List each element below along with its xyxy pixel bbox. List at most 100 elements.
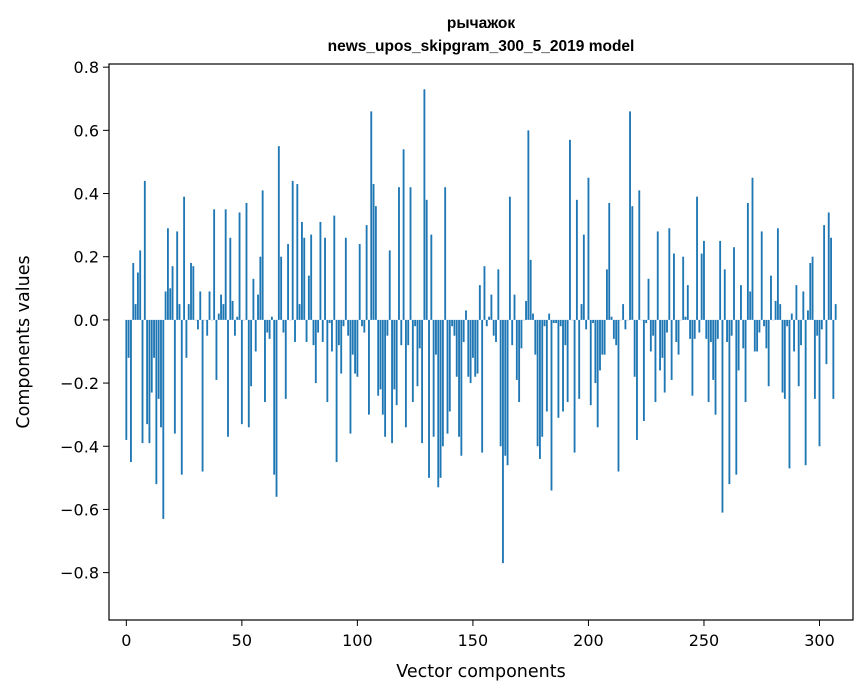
bar <box>354 319 356 374</box>
bar <box>585 319 588 330</box>
bar <box>222 304 225 320</box>
bar <box>291 180 294 320</box>
bar <box>624 319 627 330</box>
x-tick-label: 250 <box>689 631 720 650</box>
bar <box>767 319 770 387</box>
bar <box>247 319 250 428</box>
bar <box>400 319 403 346</box>
chart-subtitle: news_upos_skipgram_300_5_2019 model <box>328 38 635 55</box>
bar <box>167 228 169 320</box>
y-tick-label: 0.2 <box>74 248 99 267</box>
bar <box>804 319 807 466</box>
bar <box>481 319 484 453</box>
bar <box>485 319 488 327</box>
bar <box>495 319 497 342</box>
bar <box>543 319 546 327</box>
bar <box>492 319 495 336</box>
bar <box>726 319 728 342</box>
bar <box>257 294 259 320</box>
y-tick-label: 0.6 <box>74 121 99 140</box>
bar <box>825 319 828 365</box>
bar <box>252 278 255 320</box>
bar <box>331 319 333 352</box>
bar <box>818 319 821 447</box>
bar <box>409 187 412 320</box>
bar <box>462 319 465 342</box>
bar <box>573 319 576 453</box>
bar <box>684 316 687 320</box>
bar <box>793 319 796 352</box>
bar <box>284 319 287 399</box>
bar <box>642 319 645 421</box>
bar <box>270 316 273 320</box>
bar <box>266 319 269 333</box>
bar <box>234 319 236 336</box>
bar <box>545 319 548 412</box>
bar <box>423 89 426 320</box>
x-tick-label: 50 <box>232 631 252 650</box>
bar <box>143 180 146 320</box>
bar <box>781 319 784 393</box>
y-tick-label: −0.6 <box>60 500 99 519</box>
bar <box>675 319 678 342</box>
bar <box>714 319 717 415</box>
bar <box>139 250 142 320</box>
bar <box>310 234 313 320</box>
bar <box>832 319 835 399</box>
bar <box>693 319 696 339</box>
bar <box>696 196 698 320</box>
bar <box>686 285 689 320</box>
bar <box>361 319 363 327</box>
bar <box>564 319 567 346</box>
bar <box>478 285 481 320</box>
bar <box>534 319 537 355</box>
bar <box>483 266 486 320</box>
bar <box>589 319 592 406</box>
bar <box>208 291 211 320</box>
bar <box>474 319 477 377</box>
bar <box>428 319 430 478</box>
bar <box>312 319 315 346</box>
bar <box>187 304 190 320</box>
bar <box>303 237 306 320</box>
bar <box>536 319 539 447</box>
y-axis-label: Components values <box>14 255 34 428</box>
bar <box>700 253 703 320</box>
bar <box>594 319 597 384</box>
y-axis-ticks: −0.8 −0.6 −0.4 −0.2 0.0 0.2 0.4 0.6 0.8 <box>60 58 109 583</box>
bar <box>377 319 380 396</box>
y-tick-label: −0.8 <box>60 564 99 583</box>
bar <box>629 111 631 320</box>
bar <box>735 319 738 475</box>
bar <box>582 234 585 320</box>
plot-frame <box>108 63 854 621</box>
bar-series <box>125 89 837 564</box>
bar <box>795 285 798 320</box>
bar <box>716 319 719 339</box>
bar <box>372 184 375 320</box>
bar <box>730 319 733 336</box>
bar <box>460 319 463 456</box>
bar <box>356 319 359 377</box>
bar <box>391 319 393 444</box>
bar <box>201 319 204 472</box>
bar <box>504 319 507 456</box>
bar <box>471 319 474 358</box>
y-tick-label: −0.4 <box>60 437 99 456</box>
bar <box>435 319 437 355</box>
bar <box>802 291 805 320</box>
bar <box>448 319 451 412</box>
bar <box>441 319 444 447</box>
bar <box>370 111 373 320</box>
bar <box>705 319 708 339</box>
bar <box>337 319 340 346</box>
bar <box>518 319 521 403</box>
bar <box>231 300 234 320</box>
bar <box>608 203 611 320</box>
bar <box>703 240 705 320</box>
bar <box>275 319 278 497</box>
bar <box>386 319 389 336</box>
x-axis-ticks: 0 50 100 150 200 250 300 <box>121 620 835 650</box>
bar <box>280 256 283 320</box>
